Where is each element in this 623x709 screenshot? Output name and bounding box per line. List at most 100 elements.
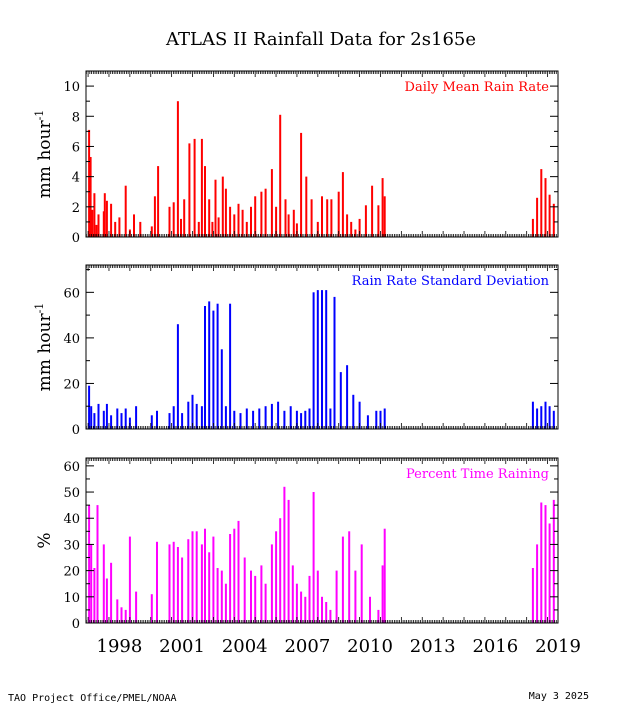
y-tick-label: 2	[72, 201, 80, 216]
bar	[283, 410, 286, 429]
bar	[105, 578, 108, 623]
bar	[341, 536, 344, 623]
bar	[176, 324, 179, 429]
bar	[341, 172, 344, 237]
bar	[383, 196, 386, 237]
bar	[229, 534, 232, 623]
bar	[260, 565, 263, 623]
bar	[325, 290, 328, 429]
bar	[270, 403, 273, 429]
bar	[181, 413, 184, 429]
y-tick-label: 40	[63, 512, 80, 527]
bar	[135, 591, 138, 623]
bar	[150, 415, 153, 429]
bar	[245, 221, 248, 237]
bar	[540, 406, 543, 429]
bar	[312, 492, 315, 623]
bar	[168, 544, 171, 623]
bar	[181, 557, 184, 623]
bar	[102, 410, 105, 429]
bar	[224, 583, 227, 623]
bar	[172, 406, 175, 429]
bar	[245, 408, 248, 429]
panel-1-frame	[85, 70, 559, 238]
bar	[150, 226, 153, 237]
panel-3-frame	[85, 457, 559, 624]
bar	[168, 413, 171, 429]
bar	[330, 199, 333, 237]
bar	[97, 214, 100, 237]
bar	[102, 544, 105, 623]
bar	[90, 544, 93, 623]
y-tick-label: 8	[72, 110, 80, 125]
bar	[531, 401, 534, 429]
bar	[220, 570, 223, 623]
bar	[208, 301, 211, 429]
bar	[229, 303, 232, 429]
footer-date: May 3 2025	[529, 691, 589, 702]
bar	[93, 568, 96, 623]
bar	[264, 188, 267, 237]
bar	[124, 185, 127, 237]
bar	[150, 594, 153, 623]
x-tick-label: 2004	[222, 636, 268, 657]
bar	[128, 536, 131, 623]
bar	[200, 544, 203, 623]
bar	[354, 570, 357, 623]
bar	[283, 486, 286, 623]
bar	[354, 229, 357, 237]
bar	[316, 570, 319, 623]
bar	[375, 410, 378, 429]
panel-1-bars	[88, 101, 555, 237]
bar	[153, 196, 156, 237]
bar	[552, 410, 555, 429]
bar	[304, 596, 307, 623]
panel-2-frame	[85, 264, 559, 430]
bar	[258, 408, 261, 429]
bar	[88, 385, 91, 429]
bar	[544, 178, 547, 237]
bar	[321, 596, 323, 623]
bar	[229, 206, 232, 237]
bar	[300, 591, 303, 623]
x-tick-label: 1998	[97, 636, 143, 657]
bar	[172, 541, 175, 623]
bar	[544, 401, 547, 429]
y-tick-label: 0	[72, 617, 80, 632]
bar	[287, 499, 290, 623]
y-tick-label: 30	[63, 538, 80, 553]
bar	[352, 394, 355, 429]
panel-1: 0 2 4 6 8 10 mm hour-1 Daily Mean Rain Rate	[33, 70, 559, 246]
bar	[208, 199, 211, 237]
bar	[540, 169, 543, 237]
bar	[300, 413, 303, 429]
bar	[156, 410, 158, 429]
bar	[346, 365, 349, 429]
bar	[260, 191, 263, 237]
panel-3: 0 10 20 30 40 50 60% Percent Time Raining	[35, 457, 559, 632]
y-axis-label: %	[35, 532, 55, 548]
bar	[264, 583, 267, 623]
bar	[308, 575, 311, 623]
y-tick-label: 50	[63, 486, 80, 501]
bar	[193, 138, 196, 237]
bar	[168, 206, 171, 237]
bar	[326, 199, 329, 237]
bar	[110, 415, 113, 429]
bar	[188, 143, 191, 237]
bar	[325, 602, 328, 623]
bar	[212, 536, 215, 623]
y-tick-label: 60	[63, 286, 80, 301]
x-tick-label: 2010	[347, 636, 393, 657]
x-tick-label: 2007	[284, 636, 330, 657]
bar	[176, 101, 179, 237]
bar	[216, 303, 219, 429]
bar	[379, 410, 382, 429]
bar	[118, 217, 121, 237]
y-tick-label: 10	[63, 80, 80, 95]
x-tick-label: 2001	[159, 636, 205, 657]
y-axis-label-sup: -1	[33, 303, 46, 314]
bar	[96, 505, 99, 623]
y-tick-label: 20	[63, 565, 80, 580]
bar	[350, 221, 353, 237]
